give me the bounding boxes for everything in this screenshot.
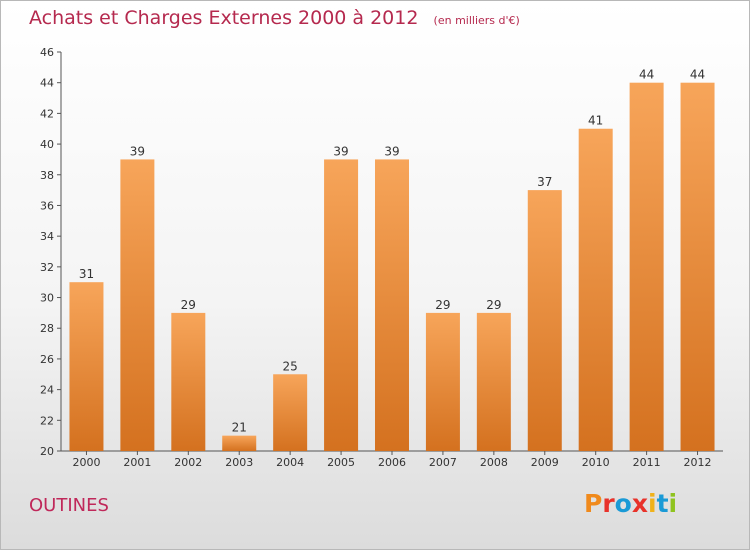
- bar-value-label: 39: [384, 144, 399, 158]
- chart-subtitle: (en milliers d'€): [433, 14, 520, 27]
- bar: [273, 374, 308, 451]
- brand-letter: t: [656, 489, 669, 518]
- bar-value-label: 29: [435, 298, 450, 312]
- y-tick-label: 36: [40, 199, 54, 212]
- brand-letter: P: [584, 489, 603, 518]
- x-tick-label: 2005: [327, 456, 355, 469]
- x-tick-label: 2000: [72, 456, 100, 469]
- y-tick-label: 40: [40, 138, 54, 151]
- x-tick-label: 2008: [480, 456, 508, 469]
- x-tick-label: 2009: [531, 456, 559, 469]
- plot-area: 20 22 24 26 28 30 32 34 36 38 40 42 44 46 31 2000 39 2001…: [40, 46, 723, 469]
- commune-name: OUTINES: [29, 495, 109, 516]
- bar: [527, 190, 562, 451]
- y-tick-label: 30: [40, 292, 54, 305]
- y-tick-label: 42: [40, 107, 54, 120]
- y-tick-label: 32: [40, 261, 54, 274]
- y-tick-label: 20: [40, 445, 54, 458]
- bar-value-label: 29: [181, 298, 196, 312]
- bar-value-label: 41: [588, 114, 603, 128]
- x-tick-label: 2006: [378, 456, 406, 469]
- bar: [171, 312, 206, 451]
- x-tick-label: 2001: [123, 456, 151, 469]
- bar: [425, 312, 460, 451]
- x-tick-label: 2004: [276, 456, 304, 469]
- proxiti-logo[interactable]: Proxiti: [584, 489, 677, 518]
- bar: [680, 82, 715, 451]
- bar-value-label: 29: [486, 298, 501, 312]
- bar-value-label: 39: [130, 144, 145, 158]
- x-tick-label: 2012: [684, 456, 712, 469]
- brand-letter: o: [614, 489, 632, 518]
- brand-letter: x: [631, 489, 648, 518]
- bar-value-label: 44: [690, 68, 705, 82]
- bar: [69, 282, 104, 451]
- x-tick-label: 2010: [582, 456, 610, 469]
- x-tick-label: 2011: [633, 456, 661, 469]
- y-tick-label: 46: [40, 46, 54, 59]
- y-tick-label: 38: [40, 169, 54, 182]
- y-tick-label: 44: [40, 77, 54, 90]
- bar-value-label: 44: [639, 68, 654, 82]
- y-tick-label: 22: [40, 414, 54, 427]
- x-tick-label: 2003: [225, 456, 253, 469]
- bar: [324, 159, 359, 451]
- brand-letter: r: [602, 489, 615, 518]
- bar-value-label: 21: [232, 421, 247, 435]
- x-tick-label: 2007: [429, 456, 457, 469]
- bar: [222, 435, 257, 451]
- bar-value-label: 25: [283, 359, 298, 373]
- y-tick-label: 28: [40, 322, 54, 335]
- bar: [375, 159, 409, 451]
- x-tick-label: 2002: [174, 456, 202, 469]
- title-row: Achats et Charges Externes 2000 à 2012 (…: [29, 7, 520, 29]
- y-tick-label: 26: [40, 353, 54, 366]
- bar-value-label: 31: [79, 267, 94, 281]
- brand-letter: i: [668, 489, 678, 518]
- bar: [629, 82, 664, 451]
- bar: [476, 312, 511, 451]
- chart-title: Achats et Charges Externes 2000 à 2012: [29, 7, 419, 29]
- y-tick-label: 24: [40, 384, 54, 397]
- bar-value-label: 37: [537, 175, 552, 189]
- y-tick-label: 34: [40, 230, 54, 243]
- bar-value-label: 39: [333, 144, 348, 158]
- brand-letter: i: [648, 489, 657, 518]
- bar: [120, 159, 155, 451]
- bar: [578, 128, 613, 451]
